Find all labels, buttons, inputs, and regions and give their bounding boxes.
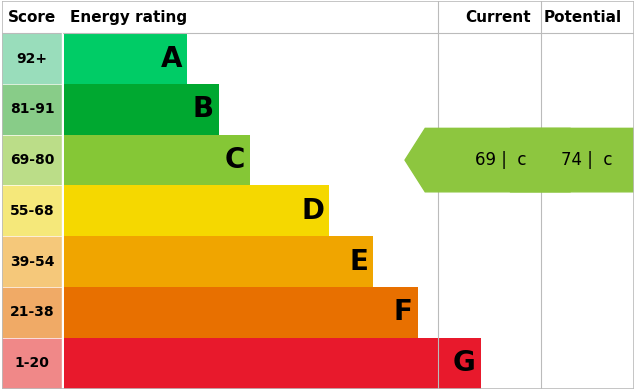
Polygon shape [405,128,570,192]
Text: B: B [192,95,214,123]
Text: F: F [394,298,413,326]
Bar [64,84,218,135]
Bar [2,338,62,388]
Text: E: E [349,248,368,276]
Bar [2,135,62,186]
Bar [64,33,187,84]
Bar [64,186,329,236]
Text: A: A [161,44,182,73]
Text: D: D [301,197,324,225]
Text: 74 |  c: 74 | c [561,151,612,169]
Text: Potential: Potential [544,10,622,25]
Text: 21-38: 21-38 [10,305,55,319]
Text: C: C [225,146,245,174]
Bar [2,287,62,338]
Bar [64,338,481,388]
Bar [2,2,634,33]
Bar [64,287,418,338]
Text: 81-91: 81-91 [10,102,55,116]
Bar [64,236,373,287]
Text: 55-68: 55-68 [10,204,55,218]
Text: 92+: 92+ [17,51,48,66]
Text: 69-80: 69-80 [10,153,55,167]
Bar [2,84,62,135]
Polygon shape [490,128,635,192]
Text: Current: Current [465,10,531,25]
Text: 1-20: 1-20 [15,356,50,370]
Text: G: G [453,349,476,377]
Text: Energy rating: Energy rating [70,10,187,25]
Text: Score: Score [8,10,57,25]
Bar [2,33,62,84]
Bar [2,186,62,236]
Text: 69 |  c: 69 | c [475,151,527,169]
Bar [64,135,250,186]
Bar [2,236,62,287]
Text: 39-54: 39-54 [10,255,55,269]
